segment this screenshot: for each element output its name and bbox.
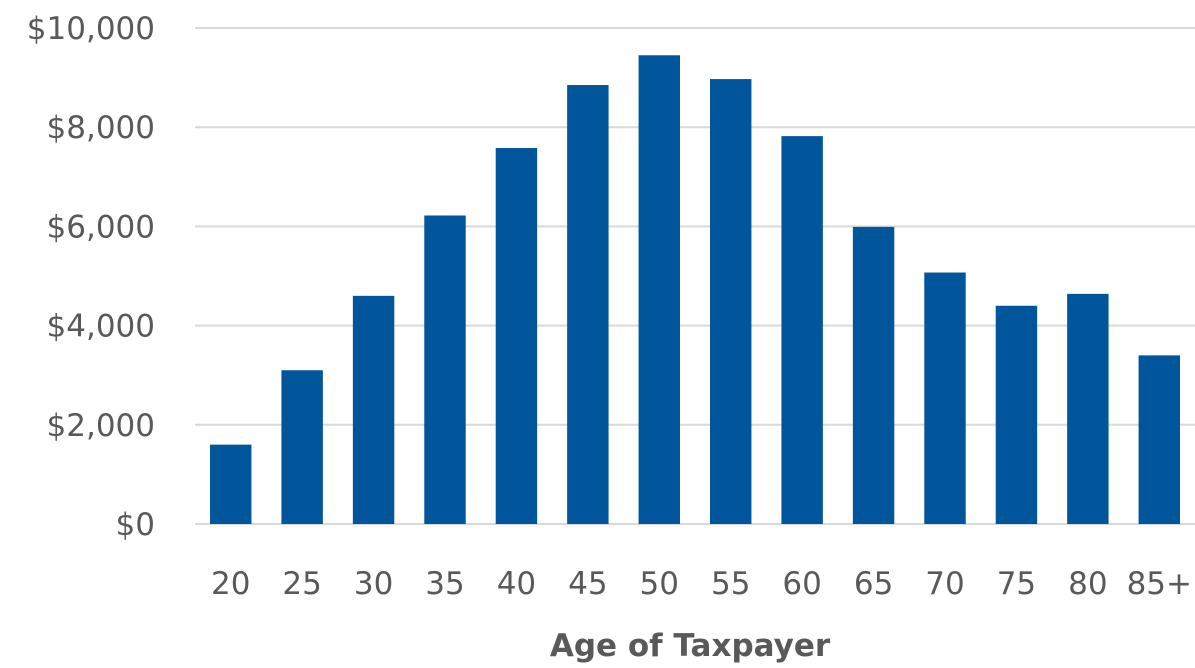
y-tick-label: $0 bbox=[116, 507, 155, 543]
x-tick-label: 25 bbox=[282, 566, 321, 602]
x-tick-label: 55 bbox=[711, 566, 750, 602]
x-tick-label: 65 bbox=[854, 566, 893, 602]
x-tick-label: 35 bbox=[425, 566, 464, 602]
bar-65 bbox=[852, 226, 895, 524]
x-tick-label: 60 bbox=[782, 566, 821, 602]
gridlines bbox=[195, 27, 1195, 525]
y-tick-label: $10,000 bbox=[27, 11, 155, 47]
bar-75 bbox=[995, 305, 1038, 524]
x-tick-label: 85+ bbox=[1127, 566, 1192, 602]
x-tick-label: 40 bbox=[497, 566, 536, 602]
bar-20 bbox=[210, 444, 252, 524]
y-axis-tick-labels: $0 $2,000 $4,000 $6,000 $8,000 $10,000 bbox=[27, 11, 155, 543]
bar-40 bbox=[495, 148, 538, 525]
x-tick-label: 45 bbox=[568, 566, 607, 602]
bar-25 bbox=[281, 370, 323, 524]
bar-80 bbox=[1067, 293, 1109, 524]
x-tick-label: 30 bbox=[354, 566, 393, 602]
y-tick-label: $8,000 bbox=[47, 110, 155, 146]
bar-85plus bbox=[1138, 355, 1180, 524]
x-tick-label: 70 bbox=[925, 566, 964, 602]
x-tick-label: 50 bbox=[640, 566, 679, 602]
x-axis-title: Age of Taxpayer bbox=[550, 628, 831, 664]
bar-45 bbox=[567, 85, 609, 524]
bars bbox=[210, 55, 1180, 525]
bar-55 bbox=[710, 79, 752, 524]
y-tick-label: $4,000 bbox=[47, 309, 155, 345]
bar-70 bbox=[924, 272, 966, 524]
x-tick-label: 75 bbox=[997, 566, 1036, 602]
y-tick-label: $6,000 bbox=[47, 209, 155, 245]
x-axis-tick-labels: 20 25 30 35 40 45 50 55 60 65 70 75 80 85+ bbox=[211, 566, 1192, 602]
bar-60 bbox=[781, 136, 823, 525]
bar-50 bbox=[638, 55, 680, 524]
x-tick-label: 80 bbox=[1068, 566, 1107, 602]
x-tick-label: 20 bbox=[211, 566, 250, 602]
bar-30 bbox=[352, 295, 395, 524]
bar-35 bbox=[424, 215, 466, 524]
y-tick-label: $2,000 bbox=[47, 408, 155, 444]
